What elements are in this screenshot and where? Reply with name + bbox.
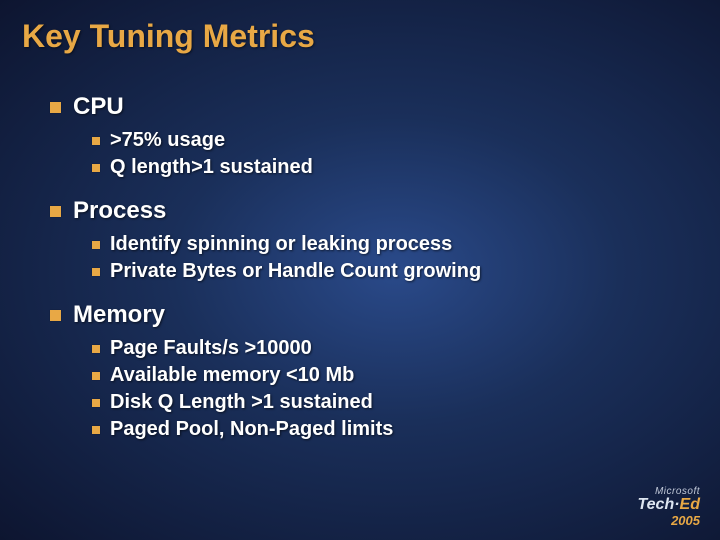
section-label: Memory [73,301,165,329]
section-heading: CPU [50,93,720,121]
item-text: Private Bytes or Handle Count growing [110,258,481,285]
section-heading: Memory [50,301,720,329]
bullet-icon [92,372,100,380]
item-text: Page Faults/s >10000 [110,335,312,362]
item-text: Identify spinning or leaking process [110,231,452,258]
bullet-icon [50,206,61,217]
list-item: >75% usage [92,127,720,154]
section-heading: Process [50,197,720,225]
item-text: Available memory <10 Mb [110,362,354,389]
slide-content: CPU >75% usage Q length>1 sustained Proc… [0,55,720,443]
section-items: Identify spinning or leaking process Pri… [50,231,720,285]
bullet-icon [92,241,100,249]
bullet-icon [92,137,100,145]
bullet-icon [50,102,61,113]
logo-text-a: Tech· [637,496,679,513]
item-text: Disk Q Length >1 sustained [110,389,373,416]
list-item: Private Bytes or Handle Count growing [92,258,720,285]
section-label: Process [73,197,166,225]
logo-text-b: Ed [680,496,700,513]
item-text: Paged Pool, Non-Paged limits [110,416,393,443]
slide-title: Key Tuning Metrics [0,0,720,55]
item-text: >75% usage [110,127,225,154]
list-item: Disk Q Length >1 sustained [92,389,720,416]
list-item: Page Faults/s >10000 [92,335,720,362]
list-item: Paged Pool, Non-Paged limits [92,416,720,443]
logo-main: Tech·Ed [637,497,700,513]
section-label: CPU [73,93,124,121]
bullet-icon [50,310,61,321]
bullet-icon [92,426,100,434]
section-items: Page Faults/s >10000 Available memory <1… [50,335,720,443]
bullet-icon [92,399,100,407]
list-item: Available memory <10 Mb [92,362,720,389]
bullet-icon [92,268,100,276]
list-item: Q length>1 sustained [92,154,720,181]
item-text: Q length>1 sustained [110,154,313,181]
footer-logo: Microsoft Tech·Ed 2005 [637,486,700,528]
logo-year: 2005 [637,513,700,528]
bullet-icon [92,345,100,353]
bullet-icon [92,164,100,172]
list-item: Identify spinning or leaking process [92,231,720,258]
section-items: >75% usage Q length>1 sustained [50,127,720,181]
